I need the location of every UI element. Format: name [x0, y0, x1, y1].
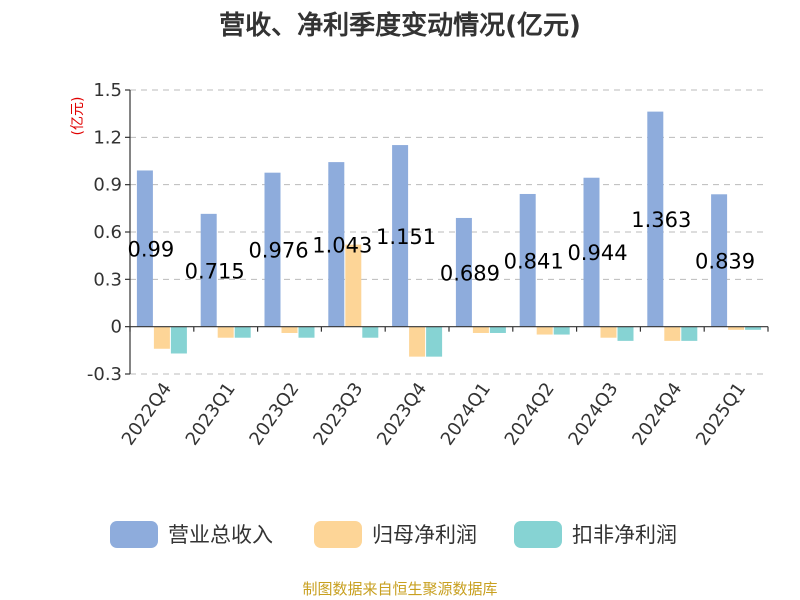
data-label: 0.976 — [248, 239, 308, 263]
y-tick-label: 1.2 — [93, 127, 122, 148]
bar-2022Q4-series-2 — [170, 326, 187, 354]
data-label: 0.715 — [185, 259, 245, 283]
x-tick-label: 2024Q4 — [628, 379, 686, 450]
x-tick-label: 2023Q3 — [309, 379, 367, 450]
legend-swatch — [314, 521, 362, 548]
bar-2023Q4-series-0 — [392, 145, 409, 327]
y-axis-ticks: 1.5 1.2 0.9 0.6 0.3 0 -0.3 — [87, 80, 130, 385]
y-tick-label: 0 — [111, 317, 122, 338]
y-tick-label: 1.5 — [93, 80, 122, 101]
x-tick-label: 2025Q1 — [692, 379, 750, 450]
bar-2023Q4-series-2 — [426, 326, 443, 357]
bar-2023Q1-series-2 — [234, 326, 251, 338]
bar-2022Q4-series-1 — [153, 326, 170, 349]
bar-2023Q4-series-1 — [409, 326, 426, 357]
legend-swatch — [514, 521, 562, 548]
data-label: 0.944 — [567, 241, 627, 265]
x-tick-label: 2023Q4 — [373, 379, 431, 450]
x-axis-ticks: 2022Q4 2023Q1 2023Q2 2023Q3 2023Q4 2024Q1 2024… — [118, 326, 769, 450]
bar-2022Q4-series-0 — [136, 170, 153, 327]
legend-item-series-0[interactable]: 营业总收入 — [110, 521, 273, 548]
x-tick-label: 2024Q3 — [564, 379, 622, 450]
bar-2024Q3-series-2 — [617, 326, 634, 341]
bar-2023Q3-series-1 — [345, 244, 362, 327]
y-tick-label: -0.3 — [87, 364, 122, 385]
bar-2024Q2-series-0 — [519, 193, 536, 327]
chart-title: 营收、净利季度变动情况(亿元) — [219, 10, 581, 41]
x-tick-label: 2022Q4 — [118, 379, 176, 450]
bar-2024Q3-series-1 — [600, 326, 617, 338]
legend-item-series-2[interactable]: 扣非净利润 — [514, 521, 677, 548]
x-tick-label: 2023Q2 — [245, 379, 303, 450]
bar-2023Q3-series-0 — [328, 162, 345, 327]
y-tick-label: 0.9 — [93, 175, 122, 196]
legend-item-series-1[interactable]: 归母净利润 — [314, 521, 477, 548]
x-tick-label: 2024Q2 — [501, 379, 559, 450]
y-tick-label: 0.3 — [93, 269, 122, 290]
y-axis-unit-label: (亿元) — [70, 97, 86, 136]
data-label: 0.99 — [128, 238, 175, 262]
bar-2024Q1-series-1 — [472, 326, 489, 333]
bar-2025Q1-series-0 — [711, 194, 728, 327]
bars — [136, 111, 762, 357]
legend-label: 营业总收入 — [168, 523, 273, 547]
bar-2024Q2-series-1 — [536, 326, 553, 335]
bar-2025Q1-series-2 — [745, 326, 762, 330]
data-label: 0.839 — [695, 249, 755, 273]
bar-2023Q3-series-2 — [362, 326, 379, 338]
bar-2023Q1-series-0 — [200, 213, 217, 327]
y-tick-label: 0.6 — [93, 222, 122, 243]
source-note: 制图数据来自恒生聚源数据库 — [302, 580, 497, 598]
bar-2023Q2-series-0 — [264, 172, 281, 327]
bar-2024Q4-series-2 — [681, 326, 698, 341]
data-label: 0.841 — [504, 249, 564, 273]
data-label: 1.043 — [312, 233, 372, 257]
bar-2023Q1-series-1 — [217, 326, 234, 338]
bar-2024Q2-series-2 — [553, 326, 570, 335]
legend[interactable]: 营业总收入 归母净利润 扣非净利润 — [110, 521, 677, 548]
bar-2024Q4-series-1 — [664, 326, 681, 341]
legend-swatch — [110, 521, 158, 548]
bar-2024Q3-series-0 — [583, 177, 600, 327]
data-label: 0.689 — [440, 261, 500, 285]
bar-2024Q4-series-0 — [647, 111, 664, 327]
bar-2024Q1-series-2 — [489, 326, 506, 333]
x-tick-label: 2023Q1 — [182, 379, 240, 450]
bar-2024Q1-series-0 — [455, 217, 472, 327]
legend-label: 归母净利润 — [372, 523, 477, 547]
bar-2025Q1-series-1 — [728, 326, 745, 330]
bar-2023Q2-series-1 — [281, 326, 298, 333]
data-label: 1.363 — [631, 208, 691, 232]
x-tick-label: 2024Q1 — [437, 379, 495, 450]
data-label: 1.151 — [376, 225, 436, 249]
legend-label: 扣非净利润 — [572, 523, 677, 547]
bar-2023Q2-series-2 — [298, 326, 315, 338]
